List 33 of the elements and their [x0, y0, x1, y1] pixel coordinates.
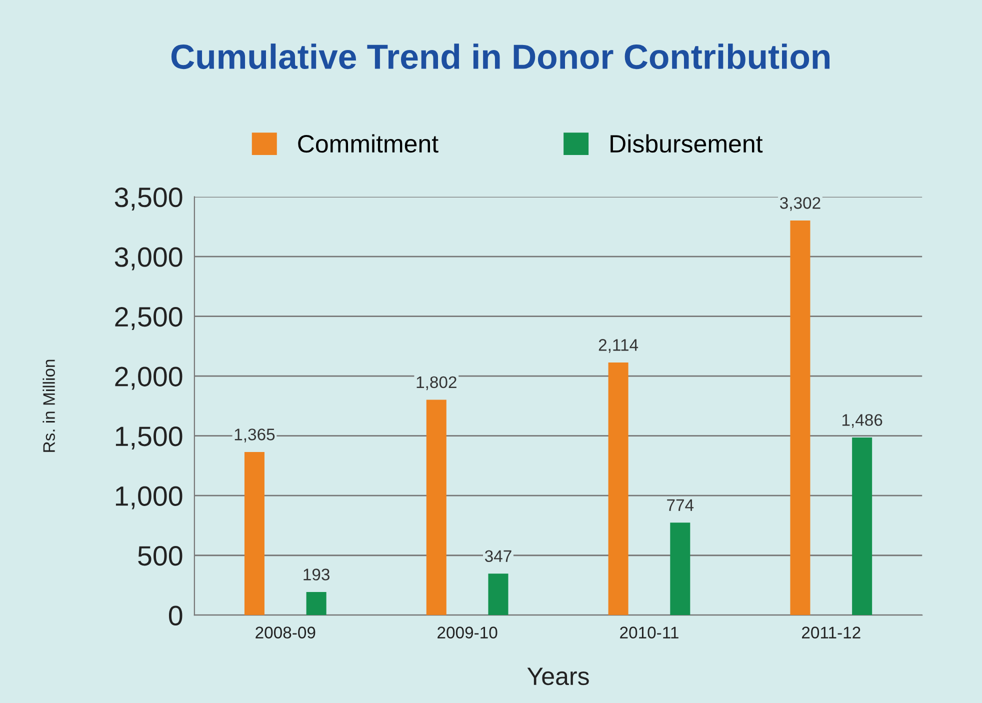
data-label: 193	[304, 568, 330, 580]
x-tick-label: 2011-12	[802, 626, 860, 638]
data-label: 1,486	[842, 414, 882, 428]
y-tick-label: 3,500	[114, 188, 182, 210]
bar	[852, 438, 872, 616]
x-tick-label: 2009-10	[438, 626, 498, 638]
bar	[488, 574, 508, 616]
legend-label: Commitment	[298, 134, 438, 153]
y-tick-label: 1,500	[116, 426, 182, 450]
data-label: 347	[484, 550, 512, 562]
legend-label: Disbursement	[610, 134, 763, 153]
bar	[790, 220, 810, 616]
y-tick-label: 1,000	[116, 486, 182, 510]
x-tick-label: 2010-11	[620, 626, 678, 638]
bar	[608, 362, 628, 616]
bar	[426, 400, 446, 616]
y-tick-label: 3,000	[114, 247, 182, 270]
bar	[670, 522, 690, 616]
y-tick-label: 2,500	[115, 307, 182, 330]
data-label: 1,802	[416, 376, 456, 390]
x-tick-label: 2008-09	[256, 626, 316, 638]
y-tick-label: 0	[168, 606, 182, 626]
data-label: 3,302	[780, 197, 820, 211]
y-tick-label: 500	[138, 546, 182, 566]
x-axis-title: Years	[527, 668, 589, 686]
data-label: 1,365	[234, 428, 275, 442]
bar	[244, 452, 264, 616]
chart-title: Cumulative Trend in Donor Contribution	[171, 44, 830, 70]
y-axis-title: Rs. in Million	[42, 360, 55, 452]
bar	[306, 592, 326, 616]
data-label: 2,114	[598, 339, 638, 353]
data-label: 774	[667, 499, 694, 511]
y-tick-label: 2,000	[115, 366, 182, 390]
